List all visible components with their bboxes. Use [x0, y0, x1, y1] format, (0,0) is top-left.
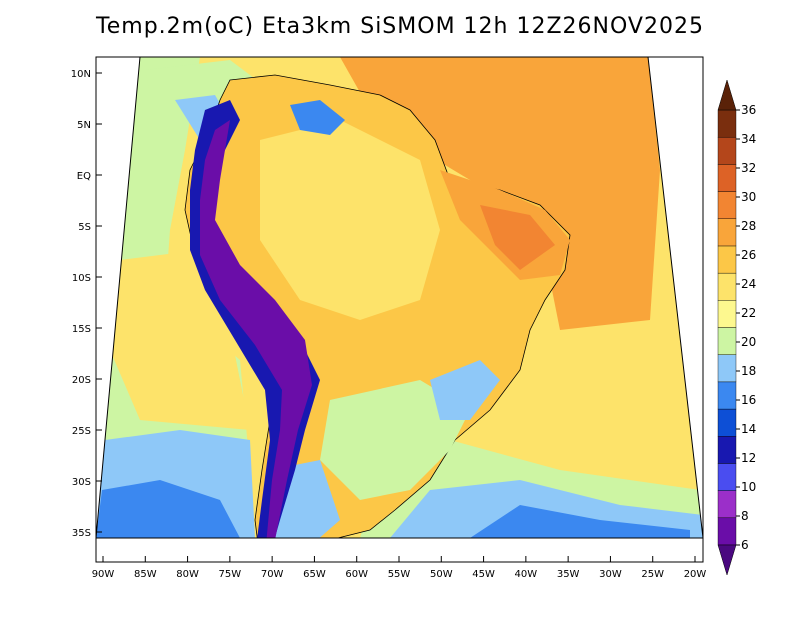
colorbar-segment [717, 245, 737, 274]
colorbar-label: 32 [741, 161, 756, 175]
colorbar-label: 22 [741, 306, 756, 320]
guiana-cool [290, 100, 345, 135]
colorbar-label: 28 [741, 219, 756, 233]
colorbar-label: 36 [741, 103, 756, 117]
lat-tick-label: 10S [72, 273, 91, 284]
hottest-northeast [480, 205, 555, 270]
map-field [96, 57, 703, 538]
colorbar-label: 26 [741, 248, 756, 262]
colorbar-segment [717, 191, 737, 219]
lon-tick-label: 75W [219, 569, 242, 580]
lon-tick-label: 30W [599, 569, 622, 580]
lon-tick-label: 55W [388, 569, 411, 580]
colorbar-segment [717, 463, 737, 491]
lon-tick-label: 35W [557, 569, 580, 580]
colorbar-label: 6 [741, 538, 749, 552]
colorbar-segment [717, 272, 737, 301]
lat-tick-label: 10N [71, 69, 91, 80]
colorbar-segment [717, 381, 737, 410]
map-title: Temp.2m(oC) Eta3km SiSMOM 12h 12Z26NOV20… [96, 14, 704, 39]
colorbar-segment [717, 436, 737, 464]
lat-tick-label: 35S [72, 528, 91, 539]
colorbar-label: 20 [741, 335, 756, 349]
colorbar-segment [717, 218, 737, 247]
south-cool [320, 380, 470, 500]
lon-tick-label: 20W [684, 569, 707, 580]
lat-tick-label: 5S [78, 222, 91, 233]
colorbar-label: 12 [741, 451, 756, 465]
colorbar-segment [717, 354, 737, 383]
colorbar-segment [717, 517, 737, 546]
andes-coldest [200, 120, 312, 538]
colorbar-label: 30 [741, 190, 756, 204]
lat-tick-label: 25S [72, 426, 91, 437]
lon-tick-label: 65W [303, 569, 326, 580]
colorbar-label: 24 [741, 277, 756, 291]
latitude-axis: 10N 5N EQ 5S 10S 15S 20S 25S 30S 35S [71, 69, 102, 539]
colder-atlantic-south [470, 505, 690, 538]
colorbar-segment [717, 327, 737, 355]
lon-tick-label: 85W [134, 569, 157, 580]
colorbar-segment [717, 490, 737, 519]
southeast-cold [430, 360, 500, 420]
lat-tick-label: EQ [77, 171, 91, 182]
colorbar-label: 8 [741, 509, 749, 523]
colorbar-top-arrow [717, 79, 737, 111]
lat-tick-label: 20S [72, 375, 91, 386]
colorbar-segment [717, 109, 737, 138]
lon-tick-label: 50W [430, 569, 453, 580]
colorbar-segment [717, 408, 737, 437]
longitude-axis: 90W 85W 80W 75W 70W 65W 60W 55W 50W 45W 40W 35W 30W 2… [92, 556, 707, 580]
colorbar-label: 34 [741, 132, 756, 146]
colorbar-bottom-arrow [717, 544, 737, 576]
lat-tick-label: 5N [77, 120, 91, 131]
lon-tick-label: 40W [515, 569, 538, 580]
colorbar-label: 10 [741, 480, 756, 494]
colorbar-segment [717, 300, 737, 328]
lat-tick-label: 15S [72, 324, 91, 335]
lat-tick-label: 30S [72, 477, 91, 488]
lon-tick-label: 90W [92, 569, 115, 580]
lon-tick-label: 25W [641, 569, 664, 580]
colder-pacific-south [96, 480, 240, 538]
interior-mild [260, 120, 440, 320]
colorbar-label: 16 [741, 393, 756, 407]
colorbar-segment [717, 164, 737, 192]
colorbar: 36 34 32 30 28 26 24 22 20 18 16 14 12 10 8 6 [717, 79, 756, 576]
colorbar-label: 18 [741, 364, 756, 378]
lon-tick-label: 45W [472, 569, 495, 580]
colorbar-label: 14 [741, 422, 756, 436]
lon-tick-label: 70W [261, 569, 284, 580]
colorbar-segment [717, 136, 737, 165]
lon-tick-label: 80W [176, 569, 199, 580]
lon-tick-label: 60W [345, 569, 368, 580]
